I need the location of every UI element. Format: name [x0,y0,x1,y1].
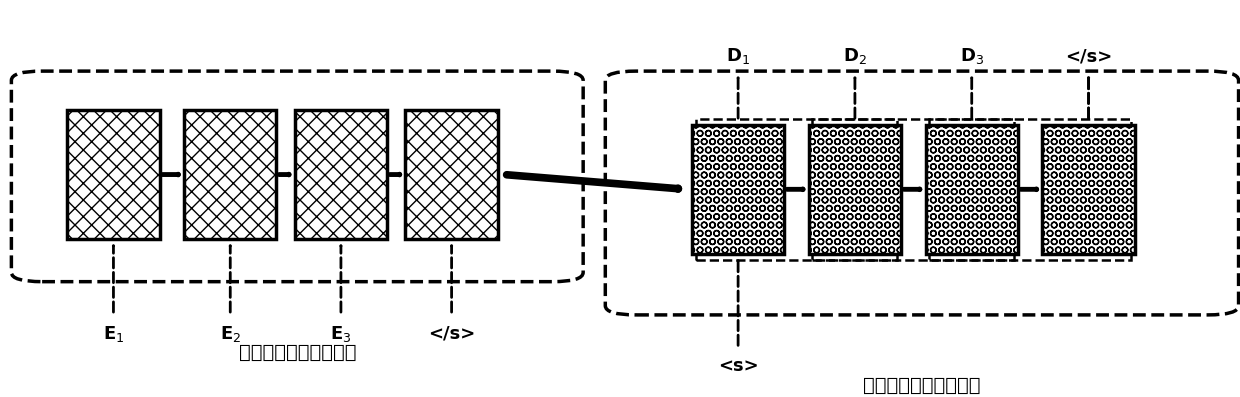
Text: D$_3$: D$_3$ [960,46,983,66]
Bar [929,119,1131,260]
Text: </s>: </s> [1065,48,1112,66]
Bar [67,110,160,239]
Text: D$_2$: D$_2$ [843,46,867,66]
Text: D$_1$: D$_1$ [727,46,750,66]
Bar [1043,125,1135,254]
Bar [696,119,898,260]
Text: E$_1$: E$_1$ [103,324,124,344]
Bar [405,110,497,239]
Text: E$_3$: E$_3$ [330,324,352,344]
Bar [185,110,277,239]
Text: E$_2$: E$_2$ [219,324,241,344]
Bar [812,119,1014,260]
Bar [808,125,901,254]
Text: 长短期记忆网络编码器: 长短期记忆网络编码器 [238,343,356,362]
Bar [925,125,1018,254]
Text: 长短期记忆网络解码器: 长短期记忆网络解码器 [863,376,981,395]
Bar [295,110,387,239]
Bar [692,125,784,254]
Text: <s>: <s> [718,357,759,376]
Text: </s>: </s> [428,324,475,342]
